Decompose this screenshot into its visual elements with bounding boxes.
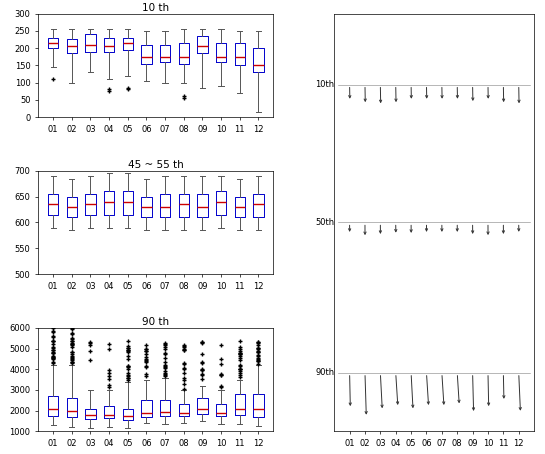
Text: 90th: 90th — [315, 368, 334, 377]
Title: 10 th: 10 th — [142, 3, 169, 13]
Text: 10th: 10th — [315, 80, 334, 89]
Title: 90 th: 90 th — [142, 317, 169, 327]
Text: 50th: 50th — [315, 218, 334, 227]
Title: 45 ~ 55 th: 45 ~ 55 th — [128, 160, 184, 170]
